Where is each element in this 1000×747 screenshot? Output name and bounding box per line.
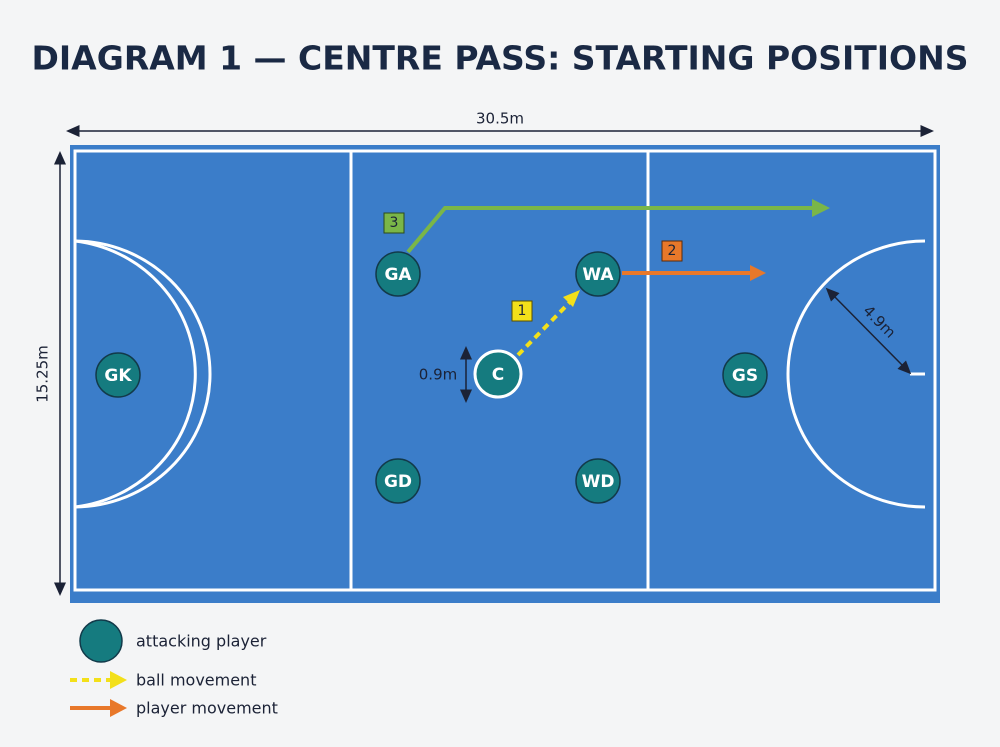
player — [575, 251, 621, 297]
arrowhead — [563, 290, 580, 307]
player-label: WA — [582, 265, 614, 285]
player — [375, 458, 421, 504]
player-label: GS — [732, 366, 758, 386]
step-label: 1 — [518, 303, 527, 319]
arrowhead — [812, 199, 830, 217]
player — [375, 251, 421, 297]
arrowhead — [750, 265, 766, 281]
length-label: 30.5m — [476, 110, 524, 128]
step-badge — [383, 212, 405, 234]
step-badge — [511, 300, 533, 322]
legend-label: attacking player — [136, 632, 267, 651]
player — [722, 352, 768, 398]
player-label: WD — [582, 472, 615, 492]
goal-circle — [786, 239, 926, 509]
goal-circle — [74, 239, 197, 509]
court-lines — [73, 149, 937, 592]
step-label: 3 — [390, 215, 399, 231]
legend-label: ball movement — [136, 671, 256, 690]
legend-swatch — [110, 671, 127, 689]
legend-label: player movement — [136, 699, 278, 718]
goal-circle — [74, 239, 212, 509]
player — [95, 352, 141, 398]
title: DIAGRAM 1 — CENTRE PASS: STARTING POSITI… — [32, 39, 969, 78]
centre-label: 0.9m — [419, 366, 457, 384]
legend-swatch — [110, 699, 127, 717]
player-label: GA — [384, 265, 412, 285]
player — [473, 349, 523, 399]
width-label: 15.25m — [34, 345, 52, 403]
legend-swatch — [79, 619, 123, 663]
player-path — [406, 206, 818, 254]
step-label: 2 — [668, 243, 677, 259]
player-label: GD — [384, 472, 412, 492]
player — [575, 458, 621, 504]
ball-path — [516, 300, 572, 357]
player-label: GK — [104, 366, 132, 386]
step-badge — [661, 240, 683, 262]
radius-arrow — [825, 287, 912, 375]
player-label: C — [492, 365, 504, 385]
